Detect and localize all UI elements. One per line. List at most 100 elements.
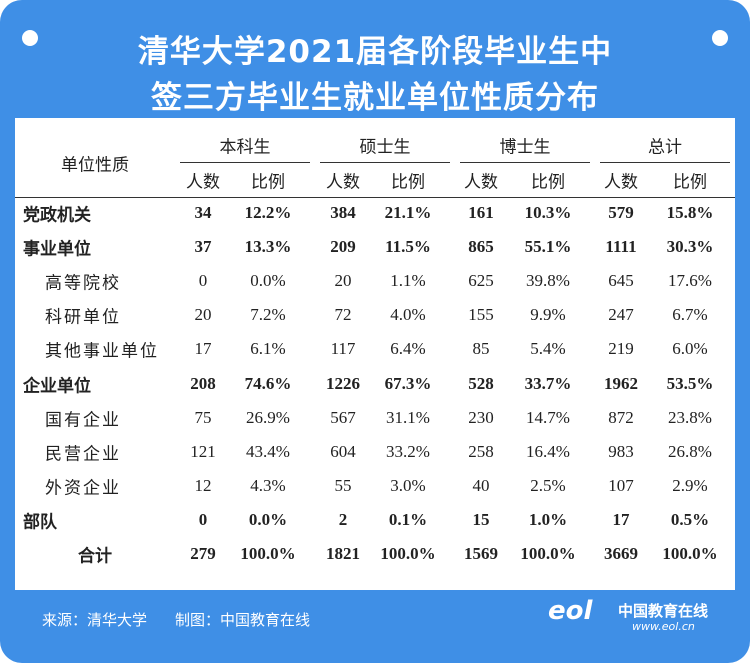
cell: 55 bbox=[334, 475, 352, 495]
sub-header: 比例 bbox=[673, 172, 707, 192]
cell: 0 bbox=[198, 271, 208, 291]
cell: 384 bbox=[330, 203, 356, 222]
logo-url: www.eol.cn bbox=[632, 620, 695, 633]
cell: 26.9% bbox=[246, 407, 290, 427]
cell: 247 bbox=[608, 305, 634, 325]
cell: 117 bbox=[330, 339, 356, 359]
sub-header: 比例 bbox=[531, 172, 565, 192]
cell: 2.9% bbox=[672, 475, 708, 495]
cell: 15 bbox=[472, 509, 490, 529]
table: 单位性质 本科生 人数 比例 硕士生 人数 比例 博士生 人数 比例 总计 人数 比例 党政机关 34 12.… bbox=[15, 118, 735, 590]
group-header: 本科生 bbox=[219, 137, 271, 157]
cell: 1569 bbox=[464, 544, 498, 563]
decor-hole bbox=[22, 30, 38, 46]
sub-header: 人数 bbox=[604, 172, 638, 192]
cell: 1821 bbox=[326, 544, 360, 563]
cell: 3.0% bbox=[390, 475, 426, 495]
cell: 604 bbox=[330, 441, 356, 461]
cell: 33.2% bbox=[386, 441, 430, 461]
cell: 208 bbox=[190, 373, 216, 393]
cell: 85 bbox=[472, 339, 490, 359]
group-header: 博士生 bbox=[499, 137, 551, 157]
cell: 279 bbox=[190, 544, 216, 563]
cell: 17 bbox=[194, 339, 212, 359]
cell: 0.0% bbox=[250, 271, 286, 291]
cell: 1111 bbox=[605, 237, 637, 257]
row-label: 民营企业 bbox=[45, 444, 121, 464]
cell: 1.1% bbox=[390, 271, 426, 291]
cell: 10.3% bbox=[524, 203, 572, 222]
cell: 15.8% bbox=[666, 203, 714, 222]
cell: 2 bbox=[338, 509, 348, 529]
sub-header: 比例 bbox=[251, 172, 285, 192]
cell: 0 bbox=[198, 509, 208, 529]
cell: 4.3% bbox=[250, 475, 286, 495]
cell: 230 bbox=[468, 407, 494, 427]
row-label: 事业单位 bbox=[23, 239, 91, 259]
sub-header: 比例 bbox=[391, 172, 425, 192]
row-label: 外资企业 bbox=[45, 478, 121, 498]
cell: 74.6% bbox=[244, 373, 292, 393]
cell: 23.8% bbox=[668, 407, 712, 427]
row-label: 企业单位 bbox=[23, 376, 91, 395]
cell: 12.2% bbox=[244, 203, 292, 222]
cell: 121 bbox=[190, 441, 216, 461]
cell: 0.0% bbox=[248, 509, 288, 529]
cell: 40 bbox=[472, 475, 490, 495]
cell: 31.1% bbox=[386, 407, 430, 427]
cell: 567 bbox=[330, 407, 356, 427]
cell: 219 bbox=[608, 339, 634, 359]
sub-header: 人数 bbox=[326, 172, 360, 192]
cell: 161 bbox=[468, 203, 494, 222]
source: 来源：清华大学 bbox=[42, 611, 148, 629]
title-line: 签三方毕业生就业单位性质分布 bbox=[151, 80, 599, 116]
row-label: 合计 bbox=[78, 546, 112, 566]
row-label: 国有企业 bbox=[45, 410, 121, 430]
sub-header: 人数 bbox=[464, 172, 498, 192]
cell: 9.9% bbox=[530, 305, 566, 325]
sub-header: 人数 bbox=[186, 172, 220, 192]
cell: 20 bbox=[334, 271, 352, 291]
cell: 37 bbox=[194, 237, 212, 257]
cell: 7.2% bbox=[250, 305, 286, 325]
logo: eol bbox=[548, 596, 593, 626]
cell: 1.0% bbox=[528, 509, 568, 529]
cell: 865 bbox=[468, 237, 494, 257]
cell: 983 bbox=[608, 441, 634, 461]
cell: 258 bbox=[468, 441, 494, 461]
rule bbox=[180, 162, 310, 163]
cell: 39.8% bbox=[526, 271, 570, 291]
title-line: 清华大学2021届各阶段毕业生中 bbox=[137, 34, 613, 70]
maker: 制图：中国教育在线 bbox=[175, 611, 311, 629]
cell: 26.8% bbox=[668, 441, 712, 461]
row-label: 部队 bbox=[23, 512, 57, 532]
rule bbox=[15, 197, 735, 198]
cell: 872 bbox=[608, 407, 634, 427]
cell: 14.7% bbox=[526, 407, 570, 427]
logo-name: 中国教育在线 bbox=[618, 602, 709, 620]
cell: 13.3% bbox=[244, 237, 292, 257]
cell: 100.0% bbox=[240, 544, 296, 563]
cell: 100.0% bbox=[662, 544, 718, 563]
cell: 6.4% bbox=[390, 339, 426, 359]
cell: 53.5% bbox=[666, 373, 714, 393]
row-label: 高等院校 bbox=[45, 273, 121, 293]
rule bbox=[600, 162, 730, 163]
cell: 17 bbox=[612, 509, 630, 529]
cell: 0.5% bbox=[670, 509, 710, 529]
cell: 107 bbox=[608, 475, 634, 495]
group-header: 总计 bbox=[648, 137, 682, 157]
cell: 16.4% bbox=[526, 441, 570, 461]
cell: 12 bbox=[194, 475, 212, 495]
cell: 100.0% bbox=[380, 544, 436, 563]
rule bbox=[460, 162, 590, 163]
cell: 625 bbox=[468, 271, 494, 291]
cell: 155 bbox=[468, 305, 494, 325]
cell: 528 bbox=[468, 373, 494, 393]
cell: 20 bbox=[194, 305, 212, 325]
cell: 645 bbox=[608, 271, 634, 291]
cell: 209 bbox=[330, 237, 356, 257]
cell: 11.5% bbox=[385, 237, 431, 257]
cell: 3669 bbox=[604, 544, 638, 563]
